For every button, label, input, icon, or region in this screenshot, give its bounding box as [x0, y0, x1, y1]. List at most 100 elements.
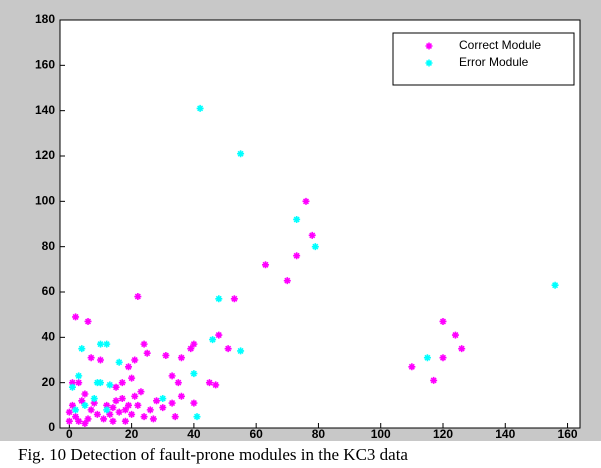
x-tick-label: 40 [187, 427, 201, 441]
point [90, 399, 98, 407]
point [81, 419, 89, 427]
point [81, 390, 89, 398]
point [162, 351, 170, 359]
legend-label: Correct Module [459, 38, 541, 52]
point [118, 395, 126, 403]
point [137, 388, 145, 396]
point [212, 381, 220, 389]
x-tick-label: 80 [312, 427, 326, 441]
y-tick-label: 80 [42, 239, 56, 253]
point [96, 356, 104, 364]
point [106, 381, 114, 389]
y-tick-label: 20 [42, 375, 56, 389]
point [134, 401, 142, 409]
point [302, 197, 310, 205]
point [190, 370, 198, 378]
point [311, 243, 319, 251]
y-tick-label: 140 [35, 103, 55, 117]
point [230, 295, 238, 303]
point [125, 401, 133, 409]
y-tick-label: 60 [42, 284, 56, 298]
point [224, 345, 232, 353]
point [96, 340, 104, 348]
point [75, 379, 83, 387]
point [262, 261, 270, 269]
point [293, 215, 301, 223]
point [93, 379, 101, 387]
point [153, 397, 161, 405]
point [140, 413, 148, 421]
point [439, 317, 447, 325]
y-tick-label: 0 [48, 420, 55, 434]
point [118, 379, 126, 387]
point [171, 413, 179, 421]
point [159, 395, 167, 403]
point [128, 410, 136, 418]
legend-label: Error Module [459, 55, 529, 69]
point [128, 374, 136, 382]
point [205, 379, 213, 387]
point [106, 410, 114, 418]
point [90, 395, 98, 403]
point [215, 295, 223, 303]
point [237, 347, 245, 355]
x-tick-label: 100 [371, 427, 391, 441]
point [103, 401, 111, 409]
point [149, 415, 157, 423]
point [458, 345, 466, 353]
point [190, 399, 198, 407]
point [72, 313, 80, 321]
point [115, 358, 123, 366]
point [75, 372, 83, 380]
point [112, 397, 120, 405]
point [439, 354, 447, 362]
point [68, 401, 76, 409]
point [131, 356, 139, 364]
point [237, 150, 245, 158]
point [112, 383, 120, 391]
point [209, 336, 217, 344]
y-tick-label: 180 [35, 12, 55, 26]
point [125, 363, 133, 371]
point [84, 415, 92, 423]
point [87, 406, 95, 414]
point [65, 417, 73, 425]
y-tick-label: 160 [35, 58, 55, 72]
point [451, 331, 459, 339]
point [293, 252, 301, 260]
point [215, 331, 223, 339]
point [72, 406, 80, 414]
point [78, 345, 86, 353]
point [84, 317, 92, 325]
point [75, 417, 83, 425]
point [177, 392, 185, 400]
point [168, 399, 176, 407]
point [143, 349, 151, 357]
point [187, 345, 195, 353]
legend-marker [425, 42, 433, 50]
y-tick-label: 100 [35, 194, 55, 208]
point [87, 354, 95, 362]
point [109, 404, 117, 412]
point [177, 354, 185, 362]
plot-area [59, 19, 581, 429]
point [68, 383, 76, 391]
point [146, 406, 154, 414]
point [308, 231, 316, 239]
y-tick-label: 120 [35, 148, 55, 162]
x-tick-label: 20 [125, 427, 139, 441]
point [68, 379, 76, 387]
point [121, 417, 129, 425]
point [93, 410, 101, 418]
caption: Fig. 10 Detection of fault-prone modules… [18, 445, 408, 464]
point [193, 413, 201, 421]
point [190, 340, 198, 348]
point [408, 363, 416, 371]
point [109, 417, 117, 425]
point [140, 340, 148, 348]
point [103, 406, 111, 414]
point [159, 404, 167, 412]
point [196, 104, 204, 112]
x-tick-label: 160 [558, 427, 578, 441]
